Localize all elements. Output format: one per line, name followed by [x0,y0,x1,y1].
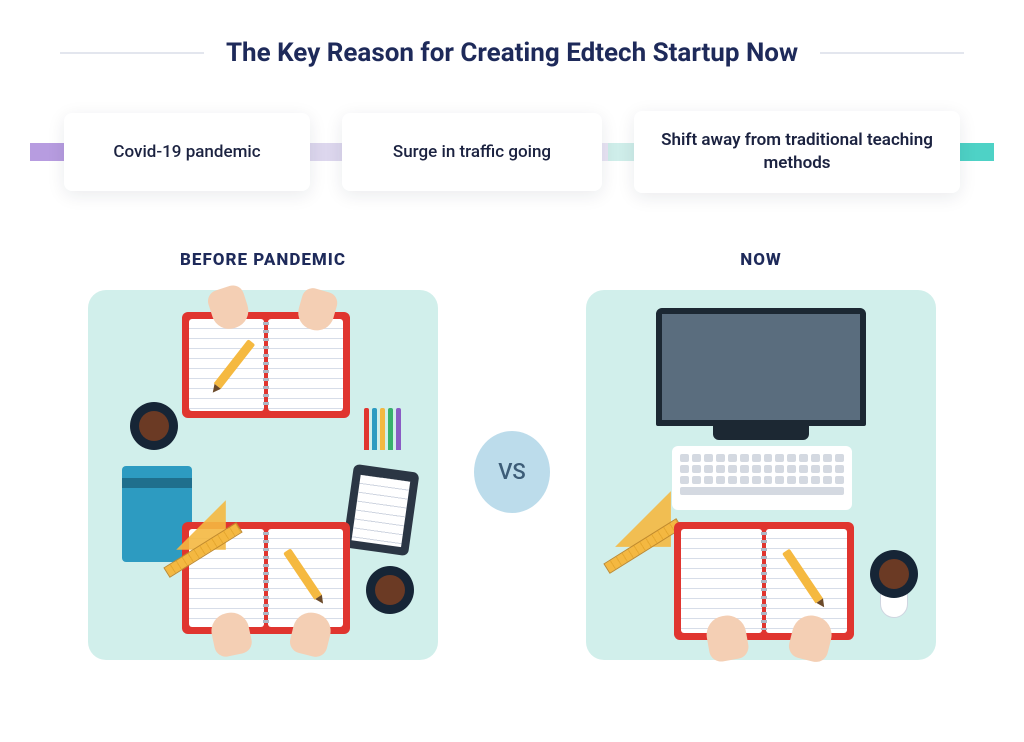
coffee-inner [139,411,169,441]
reason-card-0: Covid-19 pandemic [64,113,310,191]
color-pencils-icon [364,408,401,450]
notepad-sheet [352,475,411,547]
vs-badge: VS [474,431,550,513]
reasons-section: Covid-19 pandemic Surge in traffic going… [30,102,994,202]
reason-text-1: Surge in traffic going [393,142,551,162]
cp-4 [396,408,401,450]
now-label: NOW [740,250,782,270]
notebook-spine [263,322,269,408]
notebook-spine [761,532,767,630]
reason-text-2: Shift away from traditional teaching met… [660,129,934,175]
cp-0 [364,408,369,450]
comparison-section: BEFORE PANDEMIC [30,250,994,660]
notepad-icon [342,464,419,556]
reason-card-2: Shift away from traditional teaching met… [634,111,960,193]
title-rule-left [60,52,204,54]
coffee-inner [879,559,909,589]
before-panel [88,290,438,660]
reasons-cards: Covid-19 pandemic Surge in traffic going… [30,102,994,202]
reason-text-0: Covid-19 pandemic [113,142,260,162]
monitor-icon [656,308,866,426]
book-stripe [122,478,192,488]
cp-1 [372,408,377,450]
before-label: BEFORE PANDEMIC [180,250,346,270]
notebook-page [268,319,343,411]
before-column: BEFORE PANDEMIC [88,250,438,660]
reason-card-1: Surge in traffic going [342,113,602,191]
cp-3 [388,408,393,450]
coffee-cup-icon [870,550,918,598]
coffee-cup-icon [366,566,414,614]
infographic-root: The Key Reason for Creating Edtech Start… [0,0,1024,690]
page-title: The Key Reason for Creating Edtech Start… [226,38,798,68]
coffee-cup-icon [130,402,178,450]
title-row: The Key Reason for Creating Edtech Start… [30,38,994,68]
vs-text: VS [498,460,526,485]
coffee-inner [375,575,405,605]
now-column: NOW [586,250,936,660]
now-panel [586,290,936,660]
cp-2 [380,408,385,450]
keyboard-icon [672,446,852,510]
notebook-spine [263,532,269,624]
title-rule-right [820,52,964,54]
